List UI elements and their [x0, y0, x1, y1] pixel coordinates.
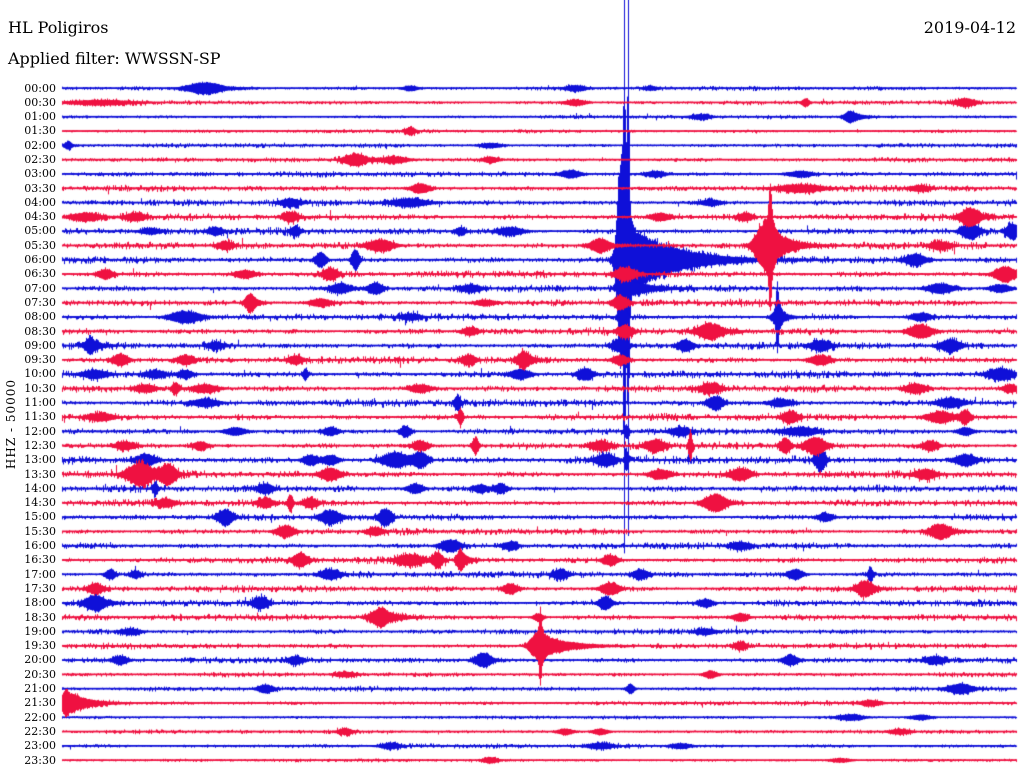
time-label: 00:00	[24, 81, 56, 95]
station-title: HL Poligiros	[8, 18, 109, 37]
time-label: 15:30	[24, 524, 56, 538]
time-label: 09:00	[24, 338, 56, 352]
time-label: 13:30	[24, 467, 56, 481]
time-label: 02:00	[24, 138, 56, 152]
time-label: 08:30	[24, 324, 56, 338]
time-label: 10:30	[24, 381, 56, 395]
time-label: 15:00	[24, 510, 56, 524]
time-label: 18:00	[24, 596, 56, 610]
time-label: 22:00	[24, 710, 56, 724]
time-label: 06:30	[24, 267, 56, 281]
time-label: 14:30	[24, 496, 56, 510]
time-label: 21:00	[24, 682, 56, 695]
time-label: 07:30	[24, 295, 56, 309]
time-label: 19:30	[24, 639, 56, 653]
time-label: 01:30	[24, 124, 56, 138]
time-label: 10:00	[24, 367, 56, 381]
time-label: 20:00	[24, 653, 56, 667]
time-label: 13:00	[24, 453, 56, 467]
time-label: 22:30	[24, 724, 56, 738]
time-label: 17:00	[24, 567, 56, 581]
time-label: 12:00	[24, 424, 56, 438]
time-label: 17:30	[24, 581, 56, 595]
time-label: 16:30	[24, 553, 56, 567]
time-label: 05:30	[24, 238, 56, 252]
time-label: 03:00	[24, 167, 56, 181]
time-label: 23:30	[24, 753, 56, 767]
time-label: 16:00	[24, 539, 56, 553]
time-label: 23:00	[24, 739, 56, 753]
time-label: 06:00	[24, 253, 56, 267]
time-label: 11:30	[24, 410, 56, 424]
time-label: 12:30	[24, 438, 56, 452]
time-label: 05:00	[24, 224, 56, 238]
time-label: 04:30	[24, 210, 56, 224]
time-label: 09:30	[24, 353, 56, 367]
time-label: 21:30	[24, 696, 56, 710]
filter-label: Applied filter: WWSSN-SP	[8, 49, 221, 68]
time-label: 20:30	[24, 667, 56, 681]
time-label: 03:30	[24, 181, 56, 195]
plot-date: 2019-04-12	[923, 18, 1016, 37]
time-label: 04:00	[24, 195, 56, 209]
time-label: 02:30	[24, 152, 56, 166]
time-label: 07:00	[24, 281, 56, 295]
time-label: 11:00	[24, 396, 56, 410]
time-label: 18:30	[24, 610, 56, 624]
time-label: 01:00	[24, 110, 56, 124]
time-label: 14:00	[24, 481, 56, 495]
time-label: 08:00	[24, 310, 56, 324]
time-label: 19:00	[24, 624, 56, 638]
time-label: 00:30	[24, 95, 56, 109]
